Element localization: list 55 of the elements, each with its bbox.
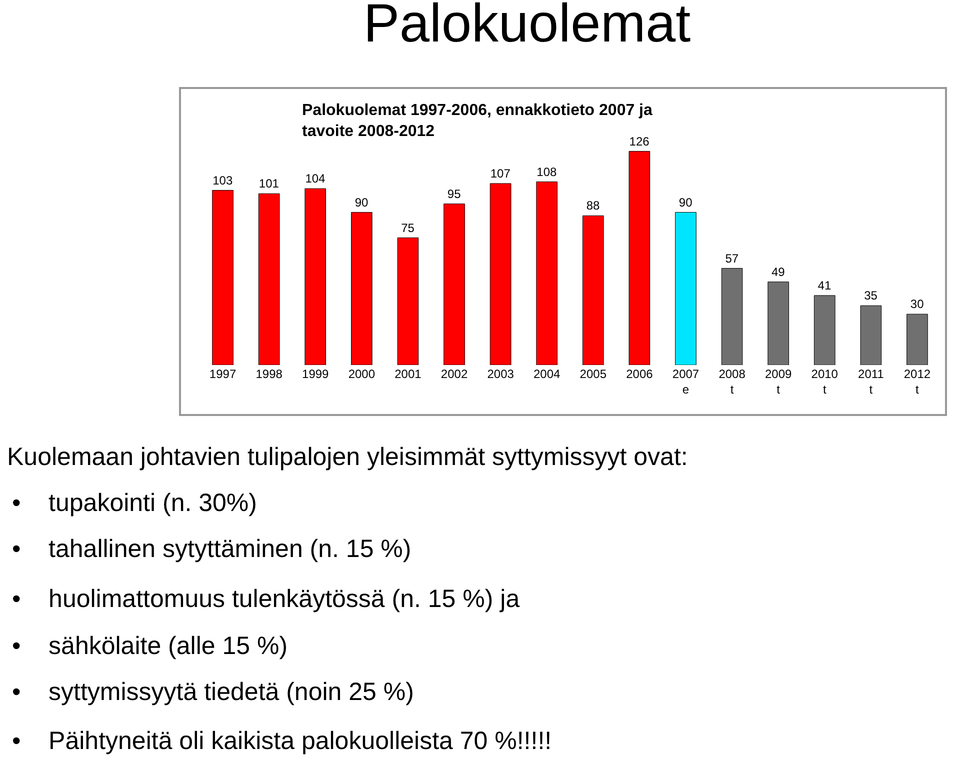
bar [628,151,650,365]
text: • huolimattomuus tulenkäytössä (n. 15 %) ja [12,585,520,613]
bar [212,190,234,365]
bar [814,295,836,365]
bar [675,212,696,365]
x-tick-label: 1997 [209,367,236,381]
data-label: 35 [864,288,878,303]
bar [351,212,372,365]
x-tick-label: 2002 [440,367,468,381]
x-tick-label: 2005 [580,367,607,381]
text: • Päihtyneitä oli kaikista palokuolleista 70 %!!!!! [12,727,552,755]
x-tick-label: 2009 t [764,367,792,397]
text: • sähkölaite (alle 15 %) [12,632,288,660]
data-label: 103 [212,173,233,188]
text: • syttymissyytä tiedetä (noin 25 %) [12,678,414,706]
data-label: 95 [447,186,462,201]
bar [582,215,604,365]
text: • tahallinen sytyttäminen (n. 15 %) [12,535,412,563]
x-tick-label: 2001 [394,367,422,381]
bar [906,314,928,365]
chart-title: Palokuolemat [363,0,691,54]
data-label: 30 [910,297,924,312]
data-label: 41 [818,278,832,292]
data-label: 90 [678,195,693,210]
x-tick-label: 1998 [256,367,283,381]
bar [304,188,326,365]
text: Kuolemaan johtavien tulipalojen yleisimmät syttymissyyt ovat: [7,443,688,471]
x-tick-label: 2006 [626,367,654,381]
bar [860,305,882,365]
bar [768,282,789,365]
data-label: 107 [490,166,511,180]
x-tick-label: 1999 [302,367,330,381]
data-label: 90 [354,195,368,210]
data-label: 88 [586,198,600,213]
bar [258,193,280,365]
bar [536,182,558,365]
bar [397,238,419,365]
data-label: 108 [536,164,558,179]
data-label: 49 [772,264,786,279]
x-tick-label: 2004 [534,367,561,381]
bar [444,204,465,365]
x-tick-label: 2011 t [858,367,884,397]
data-label: 75 [401,220,415,235]
data-label: 104 [305,172,326,186]
data-label: 57 [725,251,739,266]
x-tick-label: 2010 t [811,367,838,397]
x-tick-label: 2003 [487,367,514,381]
x-tick-label: 2007 e [672,367,700,397]
bar [721,268,743,365]
x-tick-label: 2008 t [718,367,746,397]
bar [490,183,512,365]
x-tick-label: 2012 t [904,367,931,397]
data-label: 101 [258,176,280,191]
x-tick-label: 2000 [348,367,376,381]
text: • tupakointi (n. 30%) [12,489,257,517]
